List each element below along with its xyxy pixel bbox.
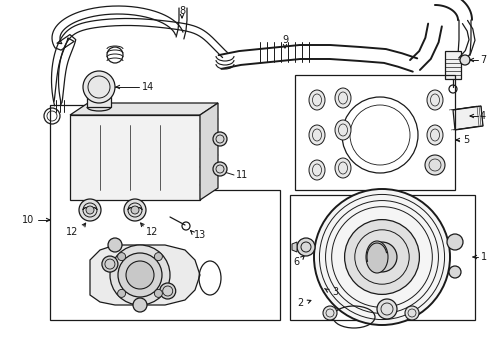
Circle shape [154,289,162,297]
Text: 12: 12 [66,227,78,237]
Circle shape [160,283,176,299]
Bar [87,91,111,107]
Circle shape [118,289,125,297]
Circle shape [108,238,122,252]
Bar [295,75,455,190]
Polygon shape [200,103,218,200]
Ellipse shape [366,241,388,273]
Circle shape [154,253,162,261]
Circle shape [118,253,125,261]
Text: 4: 4 [480,111,486,121]
Ellipse shape [335,158,351,178]
Text: 6: 6 [293,257,299,267]
Circle shape [131,206,139,214]
Bar [70,115,200,200]
Circle shape [213,132,227,146]
Circle shape [118,253,162,297]
Circle shape [323,306,337,320]
Ellipse shape [309,90,325,110]
Circle shape [213,162,227,176]
Text: 9: 9 [282,35,288,45]
Circle shape [110,245,170,305]
Polygon shape [292,242,297,252]
Circle shape [449,266,461,278]
Circle shape [447,234,463,250]
Text: 5: 5 [463,135,469,145]
Text: 7: 7 [480,55,486,65]
Polygon shape [70,103,218,115]
Circle shape [367,242,397,272]
Circle shape [405,306,419,320]
Bar [445,51,461,79]
Circle shape [344,220,419,294]
Circle shape [126,261,154,289]
Text: 13: 13 [194,230,206,240]
Text: 12: 12 [146,227,158,237]
Circle shape [133,298,147,312]
Text: 3: 3 [332,287,338,297]
Text: 11: 11 [236,170,248,180]
Circle shape [102,256,118,272]
Circle shape [86,206,94,214]
Polygon shape [90,245,200,305]
Bar [290,195,475,320]
Ellipse shape [335,120,351,140]
Ellipse shape [427,90,443,110]
Circle shape [79,199,101,221]
Ellipse shape [309,160,325,180]
Text: 14: 14 [142,82,154,92]
Polygon shape [453,106,483,130]
Circle shape [124,199,146,221]
Ellipse shape [427,125,443,145]
Ellipse shape [335,88,351,108]
Circle shape [314,189,450,325]
Ellipse shape [309,125,325,145]
Circle shape [460,55,470,65]
Circle shape [83,71,115,103]
Text: 10: 10 [22,215,34,225]
Circle shape [425,155,445,175]
Text: 1: 1 [481,252,487,262]
Circle shape [297,238,315,256]
Circle shape [377,299,397,319]
Text: 8: 8 [179,6,185,16]
Text: 2: 2 [297,298,303,308]
